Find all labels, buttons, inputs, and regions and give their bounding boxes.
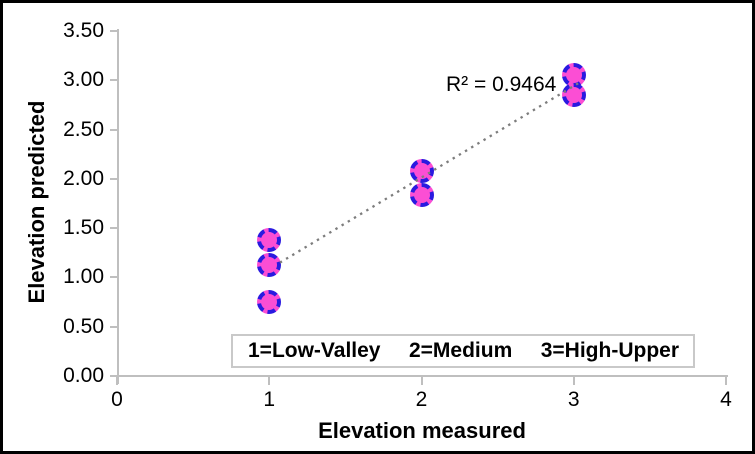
category-legend-box: 1=Low-Valley 2=Medium 3=High-Upper <box>231 334 695 368</box>
legend-item-low-valley: 1=Low-Valley <box>248 339 381 362</box>
y-tick-mark <box>110 177 118 180</box>
legend-item-high-upper: 3=High-Upper <box>540 339 679 362</box>
y-tick-label: 2.50 <box>63 117 104 141</box>
y-tick-mark <box>110 79 118 82</box>
y-tick-mark <box>110 227 118 230</box>
data-point-marker <box>409 158 434 183</box>
r-squared-annotation: R² = 0.9464 <box>446 73 557 96</box>
data-point-marker <box>257 252 282 277</box>
y-axis-line <box>117 29 119 384</box>
x-tick-mark <box>268 377 271 385</box>
x-tick-label: 2 <box>415 388 428 411</box>
y-tick-mark <box>110 375 118 377</box>
y-tick-mark <box>110 30 118 32</box>
x-tick-mark <box>420 377 423 385</box>
x-tick-label: 3 <box>567 388 580 411</box>
x-tick-label: 4 <box>720 388 732 411</box>
y-tick-label: 3.00 <box>63 68 104 92</box>
x-tick-label: 1 <box>263 388 276 411</box>
y-tick-label: 0.00 <box>63 364 104 387</box>
x-axis-line <box>117 375 728 377</box>
y-tick-label: 2.00 <box>63 166 104 190</box>
y-tick-label: 3.50 <box>63 19 104 42</box>
y-tick-mark <box>110 276 118 279</box>
y-tick-label: 0.50 <box>63 314 104 338</box>
x-tick-label: 0 <box>111 388 123 411</box>
data-point-marker <box>257 227 282 252</box>
y-tick-label: 1.00 <box>63 265 104 289</box>
y-tick-mark <box>110 128 118 131</box>
x-tick-mark <box>572 377 575 385</box>
legend-item-medium: 2=Medium <box>408 339 513 362</box>
y-tick-label: 1.50 <box>63 216 104 240</box>
y-tick-mark <box>110 325 118 328</box>
data-point-marker <box>561 83 586 108</box>
data-point-marker <box>409 182 434 207</box>
x-axis-title: Elevation measured <box>318 418 526 443</box>
x-tick-mark <box>725 377 727 385</box>
data-point-marker <box>257 290 282 315</box>
x-tick-mark <box>116 377 118 385</box>
